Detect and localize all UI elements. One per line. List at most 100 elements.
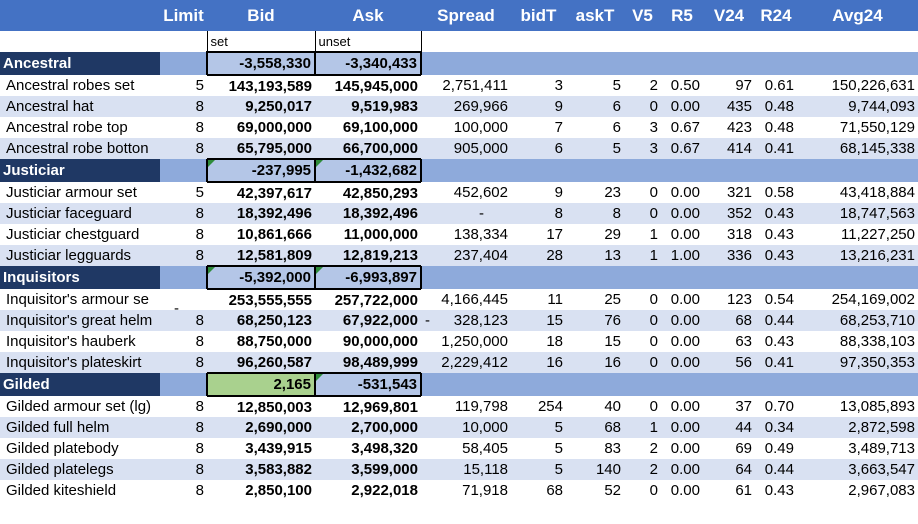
group-cell[interactable]	[421, 159, 511, 182]
item-v24[interactable]: 318	[703, 224, 755, 245]
item-r24[interactable]: 0.70	[755, 396, 797, 417]
item-ask-t[interactable]: 6	[566, 96, 624, 117]
group-cell[interactable]	[624, 373, 661, 396]
item-limit[interactable]: 8	[160, 459, 207, 480]
group-cell[interactable]	[755, 266, 797, 289]
item-limit[interactable]: 8	[160, 245, 207, 266]
item-avg24[interactable]: 254,169,002	[797, 289, 918, 310]
item-r24[interactable]: 0.61	[755, 75, 797, 96]
item-bid[interactable]: 2,850,100	[207, 480, 315, 501]
item-ask-t[interactable]: 8	[566, 203, 624, 224]
item-name[interactable]: Inquisitor's armour se	[0, 289, 160, 310]
subheader-blank[interactable]	[797, 31, 918, 52]
item-v24[interactable]: 321	[703, 182, 755, 203]
item-name[interactable]: Gilded armour set (lg)	[0, 396, 160, 417]
item-v24[interactable]: 435	[703, 96, 755, 117]
group-cell[interactable]	[160, 266, 207, 289]
group-cell[interactable]	[160, 373, 207, 396]
item-v5[interactable]: 2	[624, 75, 661, 96]
item-ask[interactable]: 90,000,000	[315, 331, 421, 352]
group-name[interactable]: Inquisitors	[0, 266, 160, 289]
item-v24[interactable]: 61	[703, 480, 755, 501]
item-r5[interactable]: 0.00	[661, 289, 703, 310]
item-name[interactable]: Gilded platebody	[0, 438, 160, 459]
group-cell[interactable]	[797, 159, 918, 182]
item-r24[interactable]: 0.43	[755, 224, 797, 245]
group-cell[interactable]	[661, 52, 703, 75]
item-avg24[interactable]: 3,663,547	[797, 459, 918, 480]
item-avg24[interactable]: 2,967,083	[797, 480, 918, 501]
item-limit[interactable]: 5	[160, 75, 207, 96]
item-bid-t[interactable]: 9	[511, 182, 566, 203]
item-ask[interactable]: 12,819,213	[315, 245, 421, 266]
group-cell[interactable]	[421, 266, 511, 289]
item-spread[interactable]: 100,000	[421, 117, 511, 138]
item-avg24[interactable]: 11,227,250	[797, 224, 918, 245]
column-header[interactable]: Bid	[207, 0, 315, 31]
item-limit[interactable]: 8	[160, 117, 207, 138]
item-spread[interactable]: 452,602	[421, 182, 511, 203]
item-limit[interactable]: 8	[160, 96, 207, 117]
column-header[interactable]: askT	[566, 0, 624, 31]
item-name[interactable]: Justiciar faceguard	[0, 203, 160, 224]
item-v24[interactable]: 336	[703, 245, 755, 266]
item-r5[interactable]: 0.67	[661, 117, 703, 138]
item-r24[interactable]: 0.49	[755, 438, 797, 459]
item-v5[interactable]: 0	[624, 289, 661, 310]
item-ask-t[interactable]: 6	[566, 117, 624, 138]
item-r5[interactable]: 0.00	[661, 182, 703, 203]
group-cell[interactable]	[566, 266, 624, 289]
item-limit[interactable]: 8	[160, 480, 207, 501]
item-bid[interactable]: 65,795,000	[207, 138, 315, 159]
item-name[interactable]: Ancestral hat	[0, 96, 160, 117]
item-bid-t[interactable]: 15	[511, 310, 566, 331]
item-ask[interactable]: 67,922,000	[315, 310, 421, 331]
item-name[interactable]: Ancestral robe top	[0, 117, 160, 138]
item-bid-t[interactable]: 9	[511, 96, 566, 117]
item-r5[interactable]: 0.00	[661, 96, 703, 117]
item-r24[interactable]: 0.43	[755, 203, 797, 224]
group-name[interactable]: Gilded	[0, 373, 160, 396]
item-ask-t[interactable]: 68	[566, 417, 624, 438]
item-spread[interactable]: 2,751,411	[421, 75, 511, 96]
item-ask[interactable]: 3,498,320	[315, 438, 421, 459]
item-bid[interactable]: 253,555,555	[207, 289, 315, 310]
item-r24[interactable]: 0.43	[755, 480, 797, 501]
item-v5[interactable]: 1	[624, 224, 661, 245]
item-bid[interactable]: 12,581,809	[207, 245, 315, 266]
item-avg24[interactable]: 2,872,598	[797, 417, 918, 438]
item-ask-t[interactable]: 140	[566, 459, 624, 480]
item-v24[interactable]: 414	[703, 138, 755, 159]
item-bid-t[interactable]: 6	[511, 138, 566, 159]
group-bid-total[interactable]: 2,165	[206, 372, 316, 397]
subheader-blank[interactable]	[703, 31, 755, 52]
item-v5[interactable]: 0	[624, 182, 661, 203]
group-name[interactable]: Justiciar	[0, 159, 160, 182]
item-avg24[interactable]: 18,747,563	[797, 203, 918, 224]
item-ask[interactable]: 69,100,000	[315, 117, 421, 138]
item-spread[interactable]: 237,404	[421, 245, 511, 266]
item-r5[interactable]: 0.00	[661, 352, 703, 373]
group-bid-total[interactable]: -3,558,330	[206, 51, 316, 76]
item-v24[interactable]: 64	[703, 459, 755, 480]
item-limit[interactable]: 5	[160, 182, 207, 203]
item-ask-t[interactable]: 5	[566, 138, 624, 159]
subheader-blank[interactable]	[624, 31, 661, 52]
item-bid[interactable]: 88,750,000	[207, 331, 315, 352]
item-v5[interactable]: 1	[624, 417, 661, 438]
subheader-blank[interactable]	[511, 31, 566, 52]
item-bid[interactable]: 68,250,123	[207, 310, 315, 331]
item-bid[interactable]: 9,250,017	[207, 96, 315, 117]
item-v5[interactable]: 0	[624, 396, 661, 417]
subheader-blank[interactable]	[755, 31, 797, 52]
item-ask[interactable]: 18,392,496	[315, 203, 421, 224]
item-bid[interactable]: 3,439,915	[207, 438, 315, 459]
item-name[interactable]: Gilded platelegs	[0, 459, 160, 480]
item-spread[interactable]: 138,334	[421, 224, 511, 245]
item-ask-t[interactable]: 76	[566, 310, 624, 331]
item-spread[interactable]: 2,229,412	[421, 352, 511, 373]
item-limit[interactable]: 8	[160, 203, 207, 224]
column-header[interactable]	[0, 0, 160, 31]
group-cell[interactable]	[511, 266, 566, 289]
item-ask-t[interactable]: 29	[566, 224, 624, 245]
